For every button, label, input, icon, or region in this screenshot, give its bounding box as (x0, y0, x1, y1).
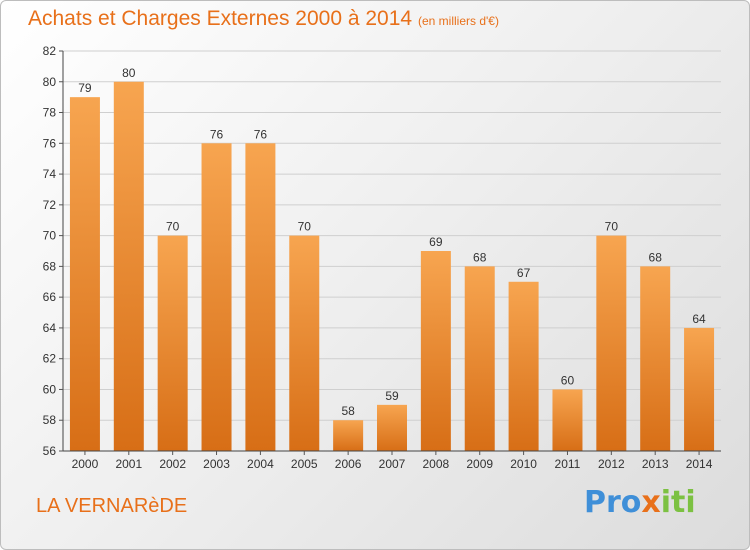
y-tick-label: 78 (43, 106, 57, 120)
bar-2007 (377, 404, 407, 451)
proxiti-logo[interactable]: Proxiti (584, 485, 696, 520)
y-tick-label: 58 (43, 413, 57, 427)
x-tick-label-2014: 2014 (686, 457, 713, 471)
value-label-2007: 59 (385, 389, 399, 403)
y-tick-label: 70 (43, 229, 57, 243)
value-label-2012: 70 (605, 220, 619, 234)
value-label-2008: 69 (429, 235, 443, 249)
bar-2004 (245, 143, 276, 452)
value-label-2005: 70 (298, 220, 312, 234)
chart-subtitle: (en milliers d'€) (418, 14, 499, 28)
y-tick-label: 62 (43, 352, 57, 366)
x-tick-label-2002: 2002 (159, 457, 186, 471)
x-tick-label-2012: 2012 (598, 457, 625, 471)
value-label-2006: 58 (341, 404, 355, 418)
x-tick-label-2005: 2005 (291, 457, 318, 471)
bar-2012 (596, 235, 627, 451)
value-label-2004: 76 (254, 127, 268, 141)
value-label-2000: 79 (78, 81, 92, 95)
x-tick-label-2000: 2000 (72, 457, 99, 471)
bar-2002 (157, 235, 188, 451)
bar-2011 (552, 389, 583, 451)
bar-2013 (640, 266, 671, 451)
x-tick-label-2001: 2001 (115, 457, 142, 471)
bar-2003 (201, 143, 232, 452)
bars-group (69, 81, 715, 452)
y-axis-ticks: 56 58 60 62 64 66 68 70 72 74 76 78 80 82 (43, 44, 63, 458)
y-tick-label: 80 (43, 75, 57, 89)
bar-2008 (420, 251, 451, 451)
x-tick-label-2006: 2006 (335, 457, 362, 471)
x-tick-label-2007: 2007 (379, 457, 406, 471)
value-label-2009: 68 (473, 250, 487, 264)
bar-2001 (113, 81, 144, 452)
x-tick-label-2003: 2003 (203, 457, 230, 471)
bar-2014 (684, 327, 715, 451)
bar-2006 (333, 420, 364, 451)
x-tick-label-2008: 2008 (423, 457, 450, 471)
bar-2005 (289, 235, 320, 451)
value-label-2001: 80 (122, 66, 136, 80)
value-labels: 79 80 70 76 76 70 58 59 69 68 67 60 70 68 64 (78, 66, 706, 418)
x-tick-label-2004: 2004 (247, 457, 274, 471)
chart-title: Achats et Charges Externes 2000 à 2014 (28, 7, 413, 30)
y-tick-label: 60 (43, 382, 57, 396)
y-tick-label: 64 (43, 321, 57, 335)
bar-2000 (69, 97, 100, 452)
y-tick-label: 76 (43, 136, 57, 150)
bar-2010 (508, 281, 539, 451)
y-tick-label: 74 (43, 167, 57, 181)
x-axis-ticks: 2000 2001 2002 2003 2004 2005 2006 2007 2008 2009… (72, 451, 713, 471)
value-label-2003: 76 (210, 127, 224, 141)
x-tick-label-2013: 2013 (642, 457, 669, 471)
y-tick-label: 66 (43, 290, 57, 304)
y-tick-label: 56 (43, 444, 57, 458)
value-label-2011: 60 (561, 373, 575, 387)
value-label-2014: 64 (692, 312, 706, 326)
municipality-name: LA VERNARèDE (36, 495, 188, 517)
y-tick-label: 68 (43, 259, 57, 273)
value-label-2013: 68 (649, 250, 663, 264)
x-tick-label-2010: 2010 (510, 457, 537, 471)
value-label-2002: 70 (166, 220, 180, 234)
x-tick-label-2009: 2009 (466, 457, 493, 471)
bar-2009 (464, 266, 495, 451)
x-tick-label-2011: 2011 (555, 457, 581, 471)
y-tick-label: 82 (43, 44, 57, 58)
value-label-2010: 67 (517, 266, 531, 280)
y-tick-label: 72 (43, 198, 57, 212)
